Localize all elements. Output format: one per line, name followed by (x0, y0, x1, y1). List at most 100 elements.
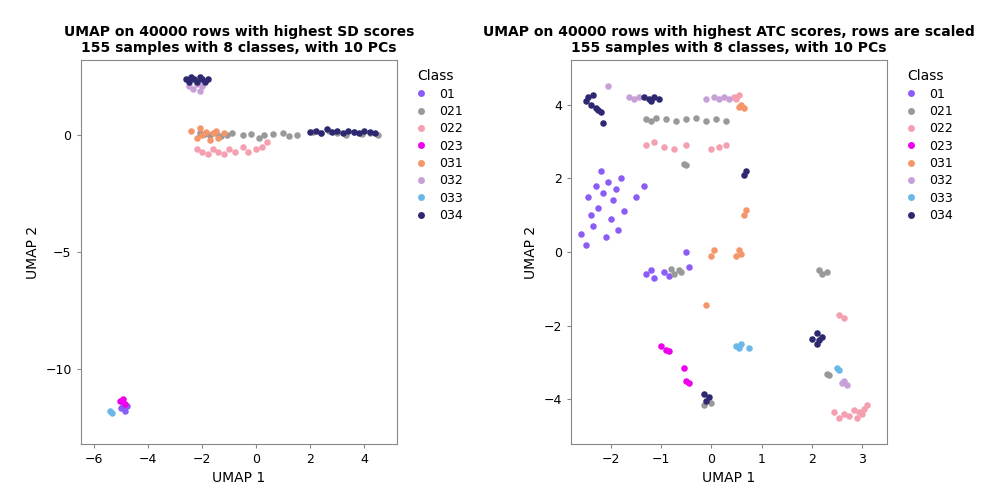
Point (598, 233, 614, 241)
Point (221, 145, 237, 153)
Point (834, 379, 850, 387)
Point (219, 131, 235, 139)
Point (709, 115, 725, 123)
Point (706, 93, 722, 101)
Point (719, 141, 735, 149)
Point (731, 91, 747, 99)
Point (734, 250, 750, 258)
Legend: 01, 021, 022, 023, 031, 032, 033, 034: 01, 021, 022, 023, 031, 032, 033, 034 (406, 67, 465, 225)
Point (346, 128, 362, 136)
Point (668, 117, 684, 125)
Y-axis label: UMAP 2: UMAP 2 (25, 225, 39, 279)
Point (235, 143, 251, 151)
Point (663, 265, 679, 273)
Point (313, 129, 330, 137)
Point (675, 364, 691, 372)
Point (200, 75, 216, 83)
Point (240, 148, 256, 156)
Point (213, 133, 229, 141)
Point (731, 246, 747, 254)
Point (195, 148, 211, 156)
Point (588, 181, 604, 190)
Point (808, 329, 825, 337)
Point (859, 401, 875, 409)
Point (180, 78, 197, 86)
Point (716, 93, 732, 101)
Point (596, 189, 612, 197)
Point (621, 93, 637, 101)
Point (216, 129, 232, 137)
X-axis label: UMAP 1: UMAP 1 (212, 471, 265, 485)
Point (116, 400, 132, 408)
Point (586, 91, 602, 99)
Point (736, 104, 752, 112)
Point (322, 127, 338, 135)
Point (854, 410, 870, 418)
Point (658, 346, 674, 354)
Point (680, 379, 697, 387)
Point (711, 95, 727, 103)
Point (813, 270, 830, 278)
Point (734, 101, 750, 109)
Point (635, 93, 651, 101)
Point (613, 174, 629, 182)
Point (643, 267, 659, 275)
Point (581, 193, 597, 201)
Point (280, 133, 296, 141)
Point (711, 143, 727, 151)
Point (319, 125, 335, 134)
Point (650, 95, 666, 103)
Point (183, 73, 200, 81)
Point (211, 134, 227, 142)
Point (330, 129, 346, 137)
Point (721, 95, 737, 103)
Point (197, 130, 213, 138)
Point (117, 400, 133, 408)
Point (601, 178, 617, 186)
Point (699, 95, 715, 103)
Point (729, 251, 745, 260)
Point (227, 148, 243, 156)
Point (839, 381, 855, 389)
Point (211, 148, 227, 156)
Point (673, 268, 689, 276)
Point (102, 407, 118, 415)
Title: UMAP on 40000 rows with highest ATC scores, rows are scaled
155 samples with 8 c: UMAP on 40000 rows with highest ATC scor… (483, 25, 975, 55)
Point (837, 410, 853, 418)
Point (832, 310, 848, 319)
Point (731, 102, 747, 110)
Point (849, 414, 865, 422)
Point (195, 82, 211, 90)
Point (586, 222, 602, 230)
Point (643, 117, 659, 125)
Point (370, 131, 386, 139)
Point (583, 101, 599, 109)
Point (832, 414, 848, 422)
Point (648, 113, 664, 121)
Point (275, 129, 291, 137)
Point (699, 117, 715, 125)
Point (362, 129, 378, 137)
Point (259, 138, 275, 146)
Point (638, 115, 654, 123)
Point (678, 377, 695, 385)
Point (254, 143, 270, 151)
Point (208, 127, 224, 135)
Point (739, 167, 755, 175)
Point (188, 145, 205, 153)
Point (208, 129, 224, 137)
Point (186, 75, 203, 83)
Point (658, 115, 674, 123)
Point (199, 128, 215, 136)
Point (640, 95, 656, 103)
Point (113, 404, 129, 412)
Point (603, 215, 619, 223)
Point (119, 402, 135, 410)
Point (638, 270, 654, 278)
Point (192, 73, 208, 81)
Point (827, 408, 843, 416)
Point (351, 129, 367, 137)
Point (660, 272, 676, 280)
Point (741, 344, 757, 352)
Point (224, 129, 240, 137)
